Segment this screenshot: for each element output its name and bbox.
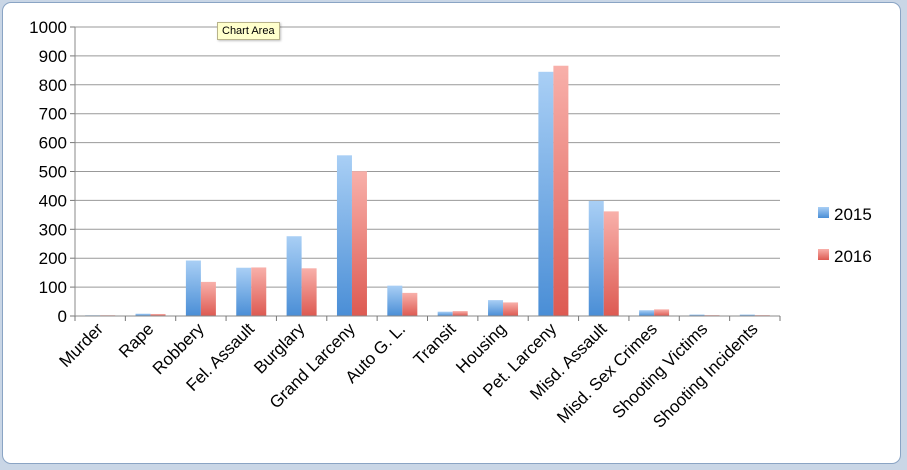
bar-2015-auto-g-l[interactable] [387, 285, 403, 316]
chart-area[interactable] [2, 2, 901, 464]
bar-2016-auto-g-l[interactable] [402, 292, 418, 316]
y-tick-label: 600 [39, 134, 67, 153]
x-tick-label: Transit [410, 319, 460, 369]
bar-2016-grand-larceny[interactable] [351, 171, 367, 316]
bar-2016-burglary[interactable] [301, 268, 317, 316]
chart-area-tooltip: Chart Area [217, 22, 280, 40]
bar-2016-robbery[interactable] [200, 281, 216, 316]
y-tick-label: 800 [39, 76, 67, 95]
x-tick-label: Rape [115, 319, 157, 361]
bar-2016-fel-assault[interactable] [251, 267, 267, 316]
x-tick-label: Murder [55, 319, 107, 371]
bar-2015-housing[interactable] [488, 300, 504, 316]
y-tick-label: 200 [39, 249, 67, 268]
legend-swatch-2016 [818, 249, 829, 260]
bar-2016-misd-sex-crimes[interactable] [654, 309, 670, 316]
y-tick-label: 1000 [29, 18, 67, 37]
y-tick-label: 0 [58, 307, 67, 326]
bar-2015-pet-larceny[interactable] [538, 71, 554, 316]
y-tick-label: 500 [39, 163, 67, 182]
legend-swatch-2015 [818, 207, 829, 218]
legend-label-2016: 2016 [834, 247, 872, 266]
bar-2016-transit[interactable] [452, 311, 468, 316]
bar-2015-transit[interactable] [437, 311, 453, 316]
x-tick-label: Grand Larceny [266, 319, 359, 412]
bar-2015-misd-assault[interactable] [588, 200, 604, 316]
bar-2015-rape[interactable] [135, 313, 151, 316]
y-tick-label: 400 [39, 191, 67, 210]
bar-2015-grand-larceny[interactable] [336, 155, 352, 316]
bar-2015-shooting-incidents[interactable] [739, 314, 755, 316]
bar-2015-robbery[interactable] [185, 260, 201, 316]
y-tick-label: 900 [39, 47, 67, 66]
bar-2016-rape[interactable] [150, 313, 166, 316]
bar-2015-shooting-victims[interactable] [689, 314, 705, 316]
bar-2016-misd-assault[interactable] [603, 211, 619, 316]
bar-2015-misd-sex-crimes[interactable] [639, 310, 655, 316]
y-tick-label: 300 [39, 220, 67, 239]
legend-label-2015: 2015 [834, 205, 872, 224]
bar-2016-pet-larceny[interactable] [553, 65, 569, 316]
bar-2015-fel-assault[interactable] [236, 267, 252, 316]
y-tick-label: 100 [39, 278, 67, 297]
y-tick-label: 700 [39, 105, 67, 124]
bar-2016-housing[interactable] [503, 302, 519, 316]
bar-2015-burglary[interactable] [286, 236, 302, 316]
